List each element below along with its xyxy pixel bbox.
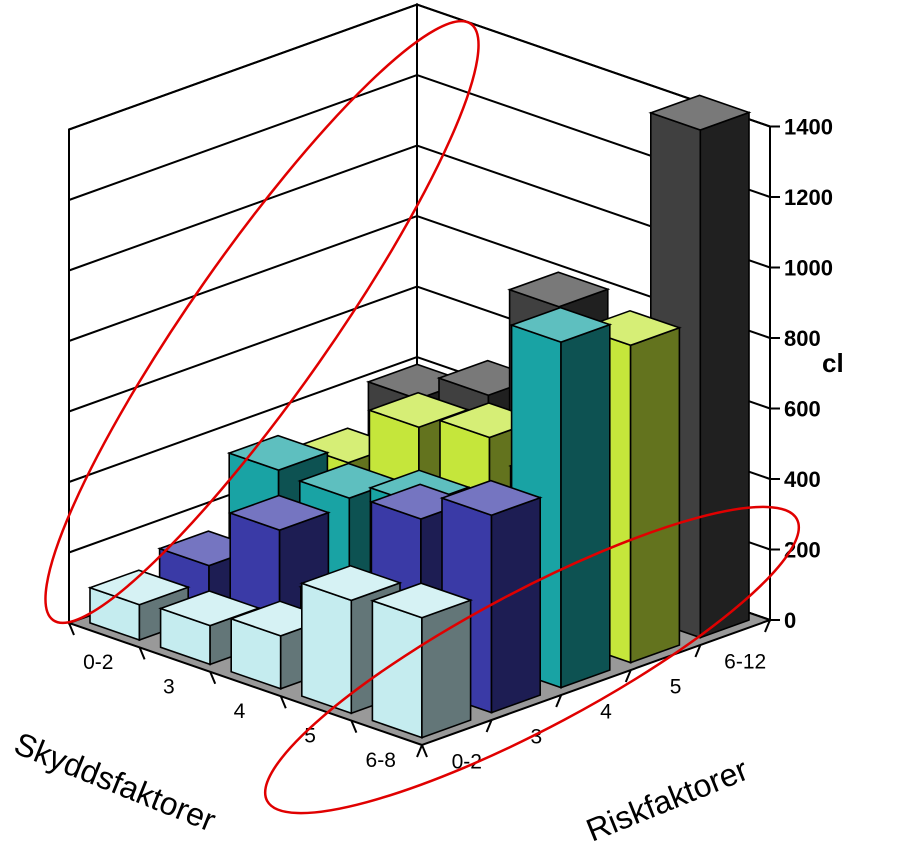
y-tick-mark [485,719,493,733]
bar-face-right [629,326,681,664]
y-category-label: 6-12 [724,651,766,674]
bar-face-top [439,479,543,517]
z-tick-label: 0 [784,608,796,633]
bar-face-right [560,323,611,689]
y-tick-mark [694,644,702,658]
x-tick-mark [209,671,217,685]
x-category-label: 3 [163,676,175,699]
x-category-label: 0-2 [83,651,113,674]
y-category-label: 0-2 [452,751,482,774]
x-category-label: 6-8 [366,749,396,772]
z-tick-label: 1200 [784,185,833,210]
y-category-label: 4 [600,701,612,724]
y-tick-mark [416,744,423,758]
bar-face-top [227,494,331,531]
x-axis-title: Skyddsfaktorer [9,725,221,838]
bar-face-top [369,582,474,619]
z-tick-label: 1400 [784,115,833,140]
annotation-ellipse [263,505,801,815]
gridline [68,3,771,131]
bar-face-left [300,582,353,715]
z-tick-label: 1000 [784,256,833,281]
z-tick-label: 800 [784,326,821,351]
annotation-ellipse [44,19,480,625]
y-category-label: 5 [670,676,682,699]
bar [369,582,474,739]
bar-face-top [366,391,471,429]
x-tick-mark [279,695,287,709]
x-axis-categories: 0-2 3 4 5 6-8 [68,622,428,772]
x-tick-mark [138,647,146,660]
bar-face-right [699,111,750,639]
y-axis-categories: 0-2 3 4 5 6-12 [416,619,771,774]
bars [87,94,752,739]
y-tick-mark [555,694,563,708]
bar-face-top [648,94,752,131]
x-category-label: 4 [234,700,246,723]
y-axis-title: Riskfaktorer [581,751,753,848]
x-tick-mark [350,720,358,733]
x-tick-mark [68,622,75,636]
bar-face-top [507,271,611,308]
annotations [44,19,801,815]
z-axis-unit-label: cl [822,348,844,378]
x-category-label: 5 [304,724,316,747]
bar-face-left [371,599,423,739]
bar-face-right [490,496,542,714]
bar-face-top [299,564,403,602]
bar-face-top [509,306,613,343]
y-tick-mark [624,669,632,683]
x-tick-mark [421,744,428,758]
z-tick-label: 400 [784,467,821,492]
z-tick-label: 600 [784,397,821,422]
y-tick-mark [764,619,771,633]
y-category-label: 3 [531,726,543,749]
